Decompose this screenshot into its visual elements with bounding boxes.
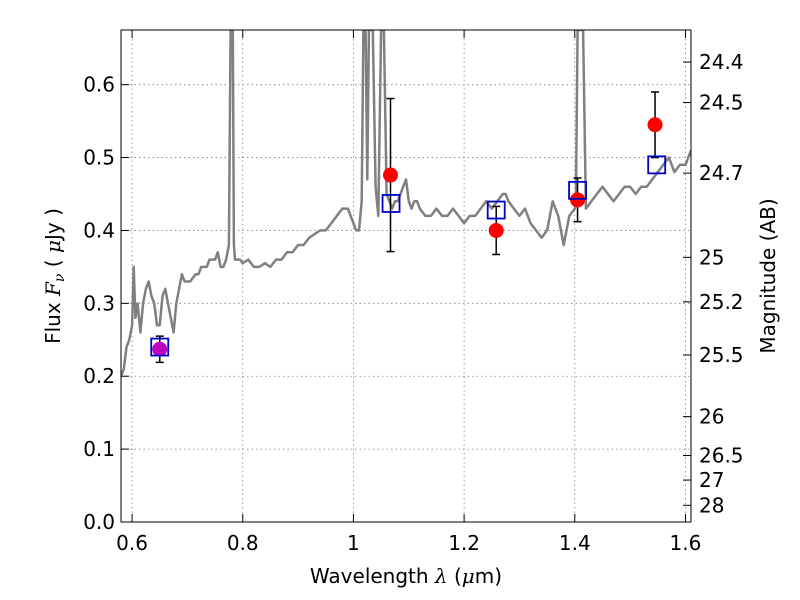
y2-tick-label: 24.7 [699,161,744,185]
grid [121,30,691,523]
model-point-square [647,155,667,175]
y-axis-label: Flux Fν ( μJy ) [41,208,68,344]
y-tick-label: 0.2 [83,364,115,388]
spectrum-series [121,30,691,377]
axis-ticks: 0.6 0.8 1 1.2 1.4 1.6 0.0 0.1 0.2 0.3 0.4 0.5 0.6 24.… [83,30,744,555]
data-markers [150,117,667,357]
y-tick-label: 0.6 [83,73,115,97]
data-point-observed [647,117,663,133]
x-tick-label: 0.8 [227,531,259,555]
y2-tick-label: 25.5 [699,343,744,367]
y2-axis-label: Magnitude (AB) [756,198,780,353]
y-tick-label: 0.3 [83,291,115,315]
x-axis-label: Wavelength λ (μm) [310,564,502,588]
data-point-observed [488,222,504,238]
spectrum-line [121,30,691,377]
y-tick-label: 0.5 [83,146,115,170]
y-tick-label: 0.4 [83,218,115,242]
y-tick-label: 0.1 [83,437,115,461]
y2-tick-label: 26.5 [699,444,744,468]
y-tick-label: 0.0 [83,510,115,534]
y2-tick-label: 27 [699,468,724,492]
y2-tick-label: 24.5 [699,91,744,115]
model-point-square [150,337,170,357]
x-tick-label: 1.2 [448,531,480,555]
model-point-square [486,200,506,220]
y2-tick-label: 28 [699,493,724,517]
data-point-observed [570,192,586,208]
model-point-square [568,180,587,200]
x-tick-label: 1 [347,531,360,555]
data-point-optical [152,341,168,357]
x-tick-label: 1.6 [670,531,702,555]
plot-frame [120,29,692,523]
y2-tick-label: 25.2 [699,290,744,314]
x-tick-label: 0.6 [116,531,148,555]
model-point-square [381,194,401,213]
data-point-observed [383,167,399,183]
y2-tick-label: 25 [699,245,724,269]
y2-tick-label: 26 [699,405,724,429]
y2-tick-label: 24.4 [699,50,744,74]
x-tick-label: 1.4 [559,531,591,555]
